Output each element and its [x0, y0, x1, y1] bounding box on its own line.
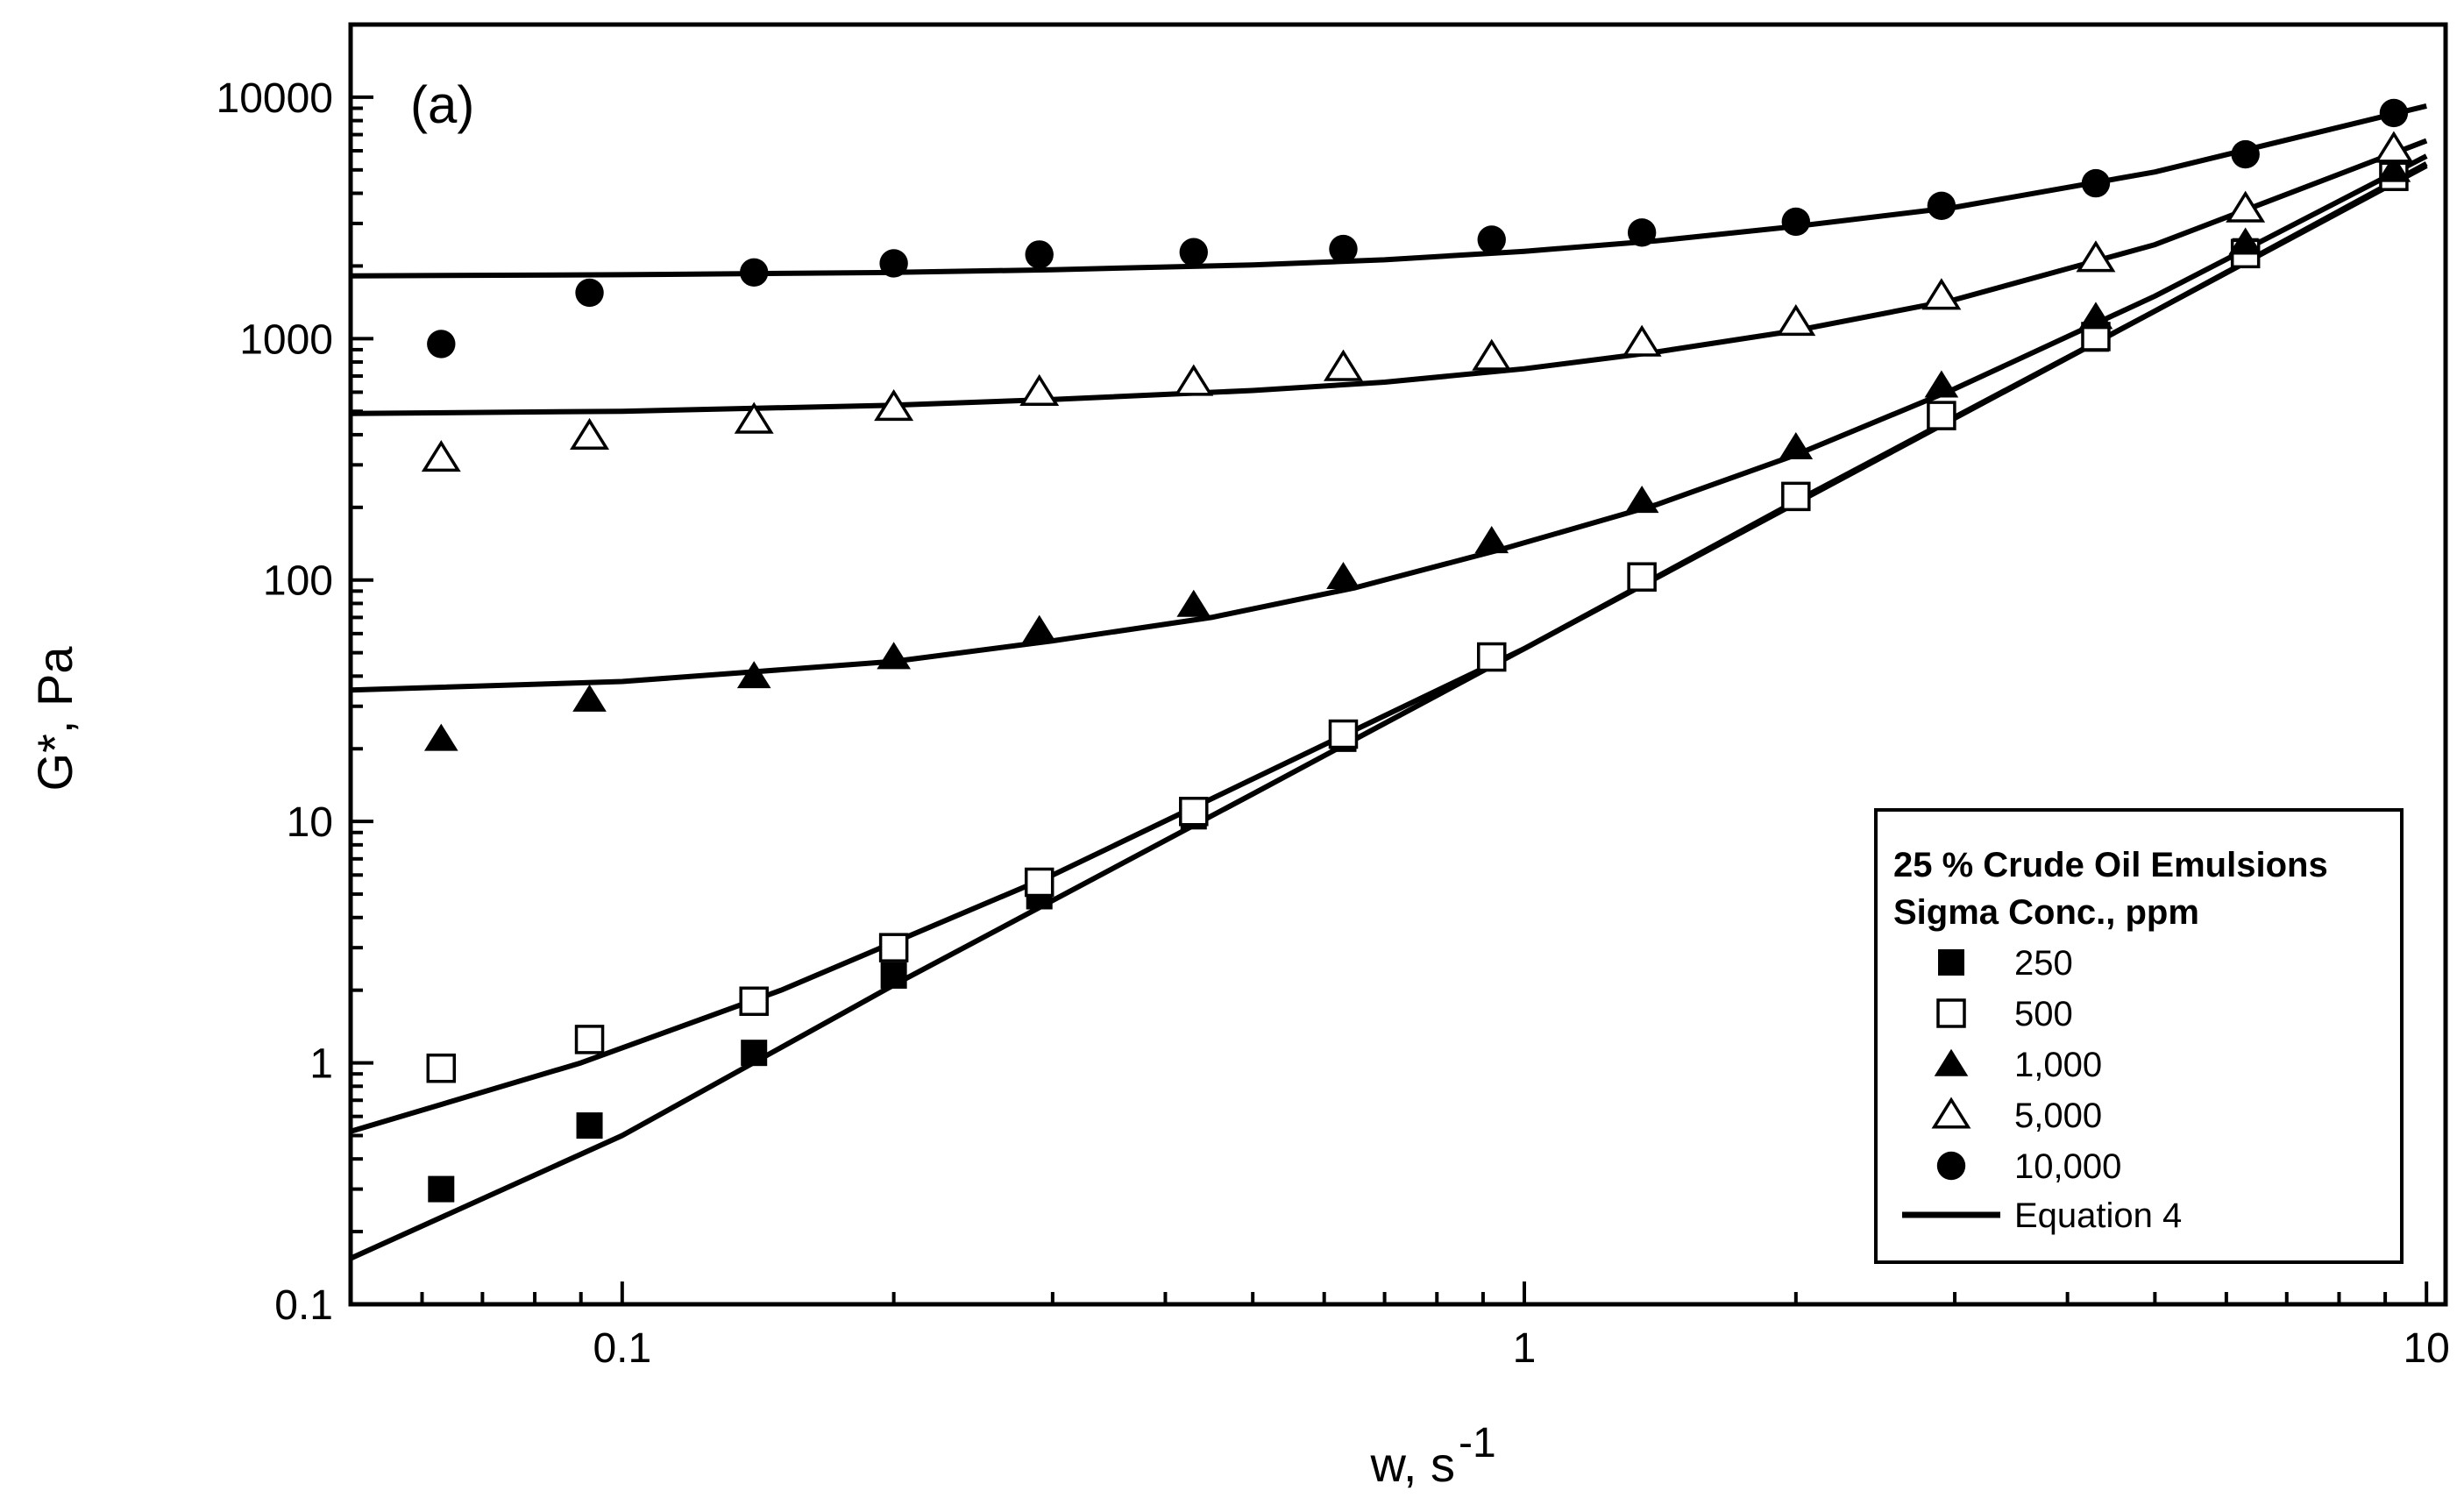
fit-line [350, 153, 2428, 693]
y-axis-title: G*, Pa [27, 646, 82, 792]
data-markers [421, 98, 2414, 1203]
data-point [1776, 303, 1816, 337]
data-point [1024, 867, 1054, 898]
legend-label: 10,000 [2014, 1147, 2121, 1186]
data-point [1627, 562, 1657, 592]
data-point [576, 1112, 603, 1139]
legend-label: 1,000 [2014, 1046, 2102, 1084]
data-point [2374, 131, 2414, 163]
data-point [1779, 431, 1814, 460]
fit-line [350, 103, 2427, 279]
x-tick-label: 1 [1513, 1325, 1537, 1372]
data-point [874, 388, 914, 422]
data-point [2376, 154, 2411, 182]
data-point [1476, 642, 1507, 672]
y-tick-label: 1000 [239, 316, 333, 363]
legend-fit-label: Equation 4 [2014, 1196, 2182, 1235]
y-tick-label: 0.1 [274, 1282, 333, 1329]
x-axis-ticks: 0.1 1 10 [349, 1281, 2450, 1372]
y-axis-ticks: 0.1 1 10 100 1000 10000 [217, 23, 373, 1329]
data-point [736, 661, 771, 689]
legend-label: 250 [2014, 944, 2073, 983]
data-point [427, 330, 456, 359]
legend-marker [1938, 949, 1964, 976]
data-point [1019, 373, 1060, 406]
fit-line [350, 161, 2428, 1134]
data-point [1627, 218, 1657, 247]
data-point [1329, 234, 1358, 264]
data-point [1474, 526, 1509, 554]
data-point [2228, 227, 2262, 255]
legend-marker [1936, 998, 1966, 1028]
data-point [1781, 481, 1811, 512]
legend-label: 500 [2014, 995, 2073, 1033]
data-point [734, 401, 774, 434]
data-point [1781, 207, 1811, 237]
data-point [426, 1053, 457, 1083]
x-tick-label: 0.1 [593, 1325, 651, 1372]
y-tick-label: 1 [309, 1041, 333, 1088]
data-point [1472, 338, 1512, 371]
legend-label: 5,000 [2014, 1097, 2102, 1135]
data-point [1324, 349, 1363, 381]
data-point [428, 1175, 455, 1203]
x-axis-title-exponent: -1 [1459, 1420, 1496, 1466]
data-point [575, 278, 604, 308]
legend-marker [1936, 1151, 1966, 1181]
legend-title-line1: 25 % Crude Oil Emulsions [1893, 846, 2328, 884]
plot-frame [348, 22, 2448, 1307]
data-point [1924, 370, 1959, 398]
data-point [879, 249, 908, 278]
fit-lines [349, 103, 2428, 1261]
data-point [2078, 302, 2113, 330]
data-point [1927, 191, 1956, 220]
data-point [421, 440, 461, 472]
data-point [570, 417, 610, 450]
data-point [878, 933, 909, 962]
data-point [1174, 364, 1214, 396]
data-point [1025, 240, 1054, 269]
data-point [1624, 486, 1659, 514]
data-point [423, 723, 458, 751]
data-point [741, 1040, 768, 1067]
y-tick-label: 10000 [217, 75, 333, 122]
x-axis-title: w, s [1370, 1437, 1455, 1492]
panel-label: (a) [410, 75, 474, 134]
data-point [2226, 190, 2266, 223]
data-point [1921, 278, 1962, 310]
legend-marker [1934, 1048, 1969, 1076]
data-point [2076, 240, 2116, 273]
data-point [880, 962, 907, 989]
legend-items: 250 500 1,000 5,000 10,000 [1931, 944, 2121, 1186]
data-point [740, 258, 769, 288]
legend-box [1874, 808, 2404, 1264]
data-point [2231, 139, 2260, 169]
data-point [572, 684, 607, 712]
data-point [1927, 401, 1956, 430]
data-point [1477, 225, 1506, 254]
y-tick-label: 10 [287, 799, 333, 846]
data-point [877, 642, 911, 670]
legend: 25 % Crude Oil Emulsions Sigma Conc., pp… [1874, 808, 2404, 1264]
data-point [739, 986, 769, 1017]
data-point [2379, 98, 2409, 128]
data-point [1022, 614, 1057, 642]
data-point [1328, 719, 1359, 749]
data-point [1179, 797, 1209, 827]
data-point [1622, 324, 1662, 357]
legend-marker [1931, 1097, 1971, 1129]
legend-title-line2: Sigma Conc., ppm [1893, 893, 2199, 932]
data-point [1179, 238, 1208, 266]
data-point [1326, 561, 1360, 590]
x-tick-label: 10 [2403, 1325, 2449, 1372]
data-point [2081, 168, 2111, 198]
fit-line [350, 138, 2428, 416]
data-point [574, 1025, 605, 1054]
data-point [1176, 589, 1211, 617]
y-tick-label: 100 [263, 558, 333, 605]
